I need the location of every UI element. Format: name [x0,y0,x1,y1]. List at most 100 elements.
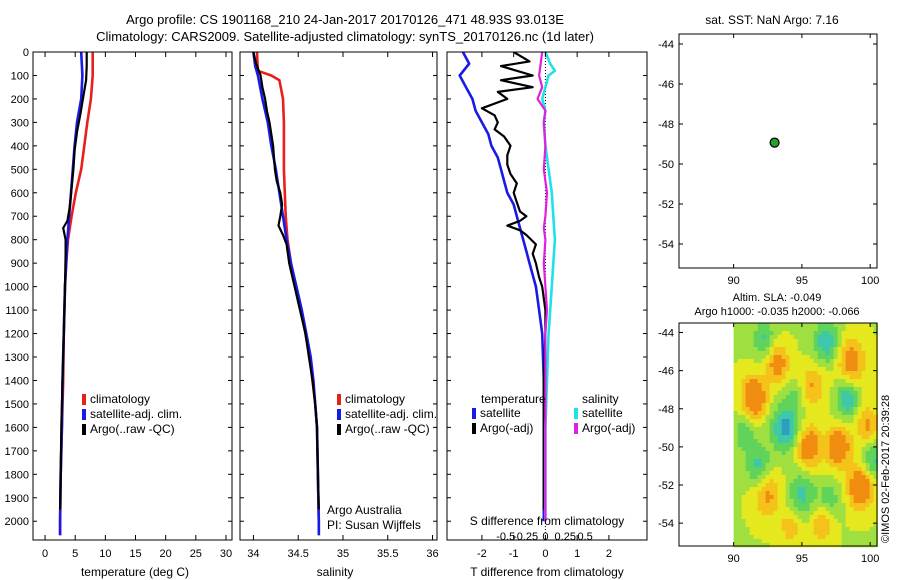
sla-heatmap-cell [801,423,806,428]
sla-heatmap-cell [785,527,790,532]
sla-heatmap-cell [825,391,830,396]
sla-heatmap-cell [869,427,874,432]
sla-heatmap-cell [781,499,786,504]
sla-heatmap-cell [817,543,822,548]
sla-heatmap-cell [813,451,818,456]
sla-heatmap-cell [837,355,842,360]
sla-heatmap-cell [865,543,870,548]
sla-heatmap-cell [753,351,758,356]
sla-heatmap-cell [853,471,858,476]
legend-label: climatology [90,392,150,406]
sla-heatmap-cell [821,371,826,376]
sla-heatmap-cell [777,431,782,436]
sla-heatmap-cell [857,435,862,440]
sla-heatmap-cell [837,467,842,472]
sla-heatmap-cell [813,431,818,436]
sla-heatmap-cell [861,339,866,344]
sla-heatmap-cell [773,363,778,368]
sla-heatmap-cell [821,351,826,356]
sla-heatmap-cell [797,459,802,464]
sla-heatmap-cell [841,451,846,456]
sla-heatmap-cell [821,419,826,424]
sla-heatmap-cell [805,523,810,528]
map-y-tick-label: -54 [658,239,674,251]
sla-heatmap-cell [745,491,750,496]
sla-heatmap-cell [865,403,870,408]
sla-heatmap-cell [789,507,794,512]
sla-heatmap-cell [805,503,810,508]
sla-heatmap-cell [797,447,802,452]
sla-heatmap-cell [861,379,866,384]
sla-heatmap-cell [761,403,766,408]
sla-heatmap-cell [749,391,754,396]
sla-heatmap-cell [781,387,786,392]
top-tick-zero-label: 0 [542,531,548,543]
sla-heatmap-cell [829,399,834,404]
sla-heatmap-cell [801,455,806,460]
sla-heatmap-cell [769,491,774,496]
sla-heatmap-cell [769,379,774,384]
top-tick-label: -0.5 [496,531,515,543]
sla-heatmap-cell [793,415,798,420]
sla-heatmap-cell [777,475,782,480]
sla-heatmap-cell [773,491,778,496]
sla-heatmap-cell [753,539,758,544]
sla-heatmap-cell [817,511,822,516]
sla-heatmap-cell [817,411,822,416]
sla-heatmap-cell [733,511,738,516]
sla-heatmap-cell [837,371,842,376]
sla-heatmap-cell [757,523,762,528]
sla-heatmap-cell [745,459,750,464]
sla-heatmap-cell [733,527,738,532]
sla-heatmap-cell [789,331,794,336]
sla-heatmap-cell [741,423,746,428]
sla-heatmap-cell [849,491,854,496]
sla-heatmap-cell [813,379,818,384]
sla-heatmap-cell [857,467,862,472]
sla-heatmap-cell [793,391,798,396]
sla-heatmap-cell [741,387,746,392]
sla-heatmap-cell [777,471,782,476]
sla-heatmap-cell [733,359,738,364]
depth-tick-label: 0 [23,47,29,59]
sla-heatmap-cell [833,403,838,408]
sla-heatmap-cell [861,331,866,336]
sla-heatmap-cell [745,347,750,352]
sla-heatmap-cell [873,395,878,400]
sla-heatmap-cell [817,347,822,352]
sla-heatmap-cell [821,423,826,428]
sla-heatmap-cell [741,479,746,484]
sla-heatmap-cell [733,459,738,464]
sla-heatmap-cell [809,487,814,492]
sla-heatmap-cell [745,451,750,456]
sla-heatmap-cell [761,351,766,356]
sla-heatmap-cell [813,475,818,480]
sla-heatmap-cell [777,507,782,512]
sla-heatmap-cell [873,347,878,352]
sla-heatmap-cell [765,423,770,428]
sla-heatmap-cell [857,459,862,464]
sla-heatmap-cell [873,515,878,520]
x-tick-label: 10 [99,548,111,560]
difference-top-label: S difference from climatology [470,514,625,528]
map-x-tick-label: 100 [861,275,879,287]
sla-heatmap-cell [777,531,782,536]
sla-heatmap-cell [829,439,834,444]
sla-heatmap-cell [761,439,766,444]
sla-heatmap-cell [853,399,858,404]
sla-heatmap-cell [821,383,826,388]
sla-heatmap-cell [741,335,746,340]
sla-heatmap-cell [761,543,766,548]
sla-heatmap-cell [841,435,846,440]
sla-heatmap-cell [741,431,746,436]
sla-heatmap-cell [797,519,802,524]
sla-heatmap-cell [817,527,822,532]
sla-heatmap-cell [817,535,822,540]
sla-heatmap-cell [757,443,762,448]
sla-heatmap-cell [809,527,814,532]
sla-heatmap-cell [757,407,762,412]
sla-heatmap-cell [841,351,846,356]
sla-heatmap-cell [869,443,874,448]
sla-heatmap-cell [865,527,870,532]
sla-heatmap-cell [785,427,790,432]
